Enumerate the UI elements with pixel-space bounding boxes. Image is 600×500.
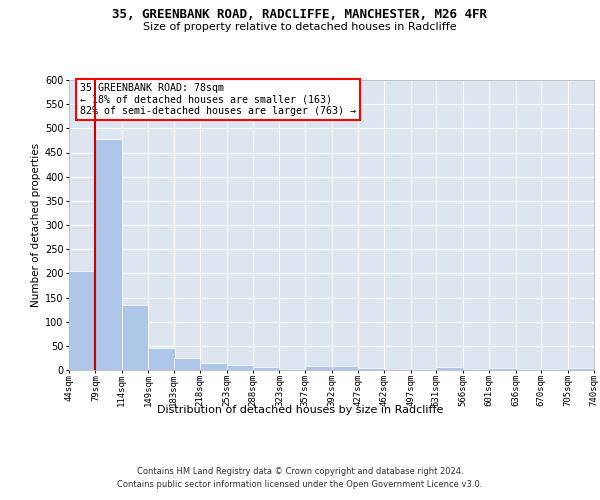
Bar bbox=[200, 363, 227, 370]
Bar bbox=[253, 367, 280, 370]
Bar bbox=[148, 348, 175, 370]
Bar bbox=[305, 366, 331, 370]
Bar bbox=[69, 271, 95, 370]
Bar bbox=[358, 368, 385, 370]
Text: Contains public sector information licensed under the Open Government Licence v3: Contains public sector information licen… bbox=[118, 480, 482, 489]
Bar bbox=[331, 366, 358, 370]
Text: 35 GREENBANK ROAD: 78sqm
← 18% of detached houses are smaller (163)
82% of semi-: 35 GREENBANK ROAD: 78sqm ← 18% of detach… bbox=[79, 83, 355, 116]
Bar bbox=[122, 304, 148, 370]
Text: 35, GREENBANK ROAD, RADCLIFFE, MANCHESTER, M26 4FR: 35, GREENBANK ROAD, RADCLIFFE, MANCHESTE… bbox=[113, 8, 487, 20]
Y-axis label: Number of detached properties: Number of detached properties bbox=[31, 143, 41, 307]
Text: Size of property relative to detached houses in Radcliffe: Size of property relative to detached ho… bbox=[143, 22, 457, 32]
Bar bbox=[568, 368, 594, 370]
Bar bbox=[436, 367, 463, 370]
Text: Distribution of detached houses by size in Radcliffe: Distribution of detached houses by size … bbox=[157, 405, 443, 415]
Bar bbox=[174, 358, 200, 370]
Bar bbox=[95, 139, 122, 370]
Text: Contains HM Land Registry data © Crown copyright and database right 2024.: Contains HM Land Registry data © Crown c… bbox=[137, 468, 463, 476]
Bar bbox=[489, 368, 515, 370]
Bar bbox=[227, 364, 253, 370]
